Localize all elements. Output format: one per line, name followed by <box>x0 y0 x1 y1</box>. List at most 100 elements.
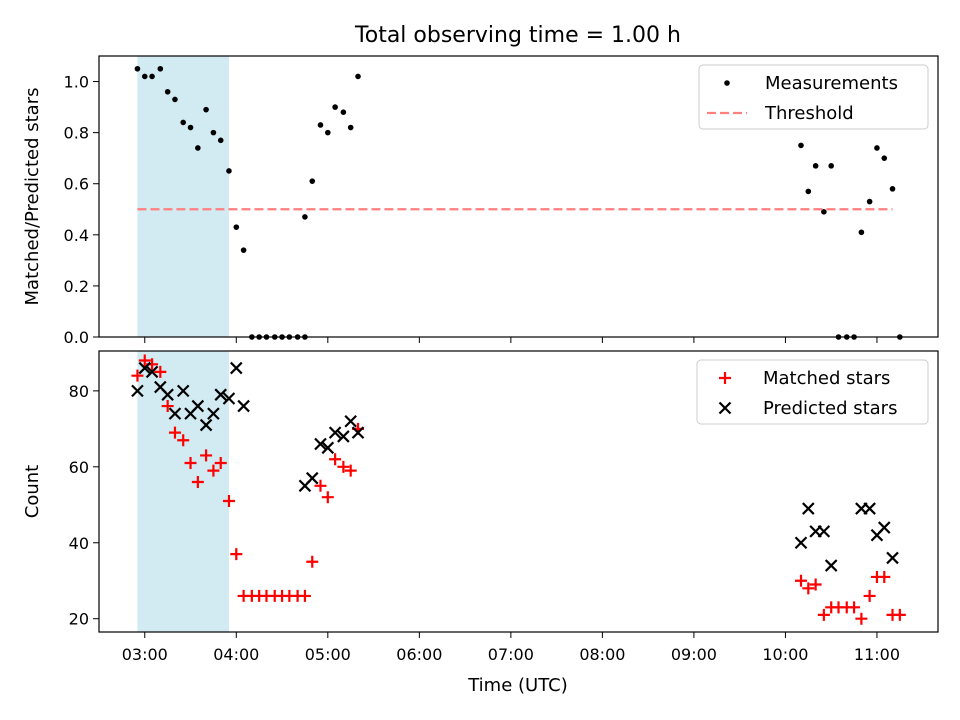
data-point <box>154 365 167 378</box>
x-tick-label: 08:00 <box>579 645 625 664</box>
data-point <box>351 426 365 439</box>
legend-box <box>698 64 929 130</box>
data-point <box>222 392 236 405</box>
data-point <box>199 418 213 432</box>
data-point <box>176 384 190 398</box>
legend-box <box>696 359 929 425</box>
data-point <box>168 407 182 420</box>
x-axis-label: Time (UTC) <box>467 675 568 696</box>
data-point <box>184 457 197 470</box>
x-tick-label: 06:00 <box>396 645 442 664</box>
panel-ratio: 0.0 0.2 0.4 0.6 0.8 1.0 Matched/Predicted star… <box>22 55 939 347</box>
y-tick-label: 40 <box>69 534 89 553</box>
data-point <box>821 209 827 215</box>
data-point <box>344 464 357 477</box>
y-axis-label: Matched/Predicted stars <box>22 88 43 306</box>
data-point <box>161 400 174 413</box>
data-point <box>828 163 834 169</box>
panel-count: 20 40 60 80 03:00 04:00 05:00 06:00 07:00 08:00 09… <box>22 350 939 664</box>
data-point <box>226 168 232 174</box>
data-point <box>214 457 227 470</box>
data-point <box>858 229 865 236</box>
data-point <box>817 525 831 538</box>
y-tick-label: 0.4 <box>64 226 89 245</box>
data-point <box>207 464 220 477</box>
y-tick-label: 0.8 <box>64 124 89 143</box>
data-point <box>848 601 861 614</box>
y-axis-label: Count <box>22 465 43 518</box>
data-point <box>131 369 144 382</box>
data-point <box>134 65 141 72</box>
data-point <box>317 122 324 128</box>
data-point <box>222 494 235 507</box>
data-point <box>321 441 335 455</box>
data-point <box>802 582 815 595</box>
y-tick-label: 0.2 <box>64 277 89 296</box>
data-point <box>893 608 906 621</box>
x-tick-label: 11:00 <box>854 645 900 664</box>
data-point <box>230 548 243 561</box>
data-point <box>302 214 308 220</box>
data-point <box>240 247 247 253</box>
data-point <box>881 155 888 161</box>
legend-swatch <box>718 401 732 415</box>
data-point <box>210 129 217 136</box>
data-point <box>805 188 812 195</box>
legend-label: Threshold <box>764 103 854 124</box>
legend-swatch <box>724 80 730 86</box>
x-tick-label: 05:00 <box>305 645 351 664</box>
legend-label: Measurements <box>765 73 898 94</box>
data-point <box>306 555 319 568</box>
data-point <box>824 559 838 572</box>
data-point <box>321 491 334 504</box>
data-point <box>812 163 819 169</box>
data-point <box>207 407 220 420</box>
data-point <box>347 124 354 131</box>
data-point <box>344 414 357 428</box>
x-tick-label: 03:00 <box>122 645 168 664</box>
data-point <box>172 96 178 103</box>
data-point <box>802 502 815 515</box>
data-point <box>131 384 144 398</box>
data-point <box>855 612 868 625</box>
data-point <box>863 502 876 515</box>
data-point <box>217 137 224 144</box>
data-point <box>203 106 209 113</box>
legend-swatch <box>719 372 731 384</box>
data-point <box>161 388 174 401</box>
data-point <box>874 145 880 151</box>
axes-frame <box>98 55 939 338</box>
data-point <box>809 578 822 591</box>
data-point <box>180 119 187 126</box>
data-point <box>886 551 899 565</box>
data-point <box>866 198 873 205</box>
data-point <box>340 109 347 115</box>
data-point <box>145 365 159 379</box>
data-point <box>325 129 331 136</box>
y-tick-label: 0.0 <box>64 328 89 347</box>
data-point <box>230 361 243 375</box>
data-point <box>794 536 808 550</box>
figure-title: Total observing time = 1.00 h <box>354 23 681 48</box>
data-point <box>177 434 190 447</box>
data-point <box>168 426 181 439</box>
data-point <box>191 399 205 413</box>
data-point <box>149 73 155 80</box>
y-tick-label: 0.6 <box>64 175 89 194</box>
data-point <box>817 608 830 621</box>
x-tick-label: 07:00 <box>488 645 534 664</box>
data-point <box>328 426 342 439</box>
data-point <box>332 104 338 110</box>
axes-frame <box>98 350 939 633</box>
data-point <box>233 224 240 230</box>
data-point <box>337 460 350 473</box>
y-tick-label: 80 <box>69 382 89 401</box>
data-point <box>794 574 807 587</box>
shaded-region <box>137 56 229 337</box>
data-point <box>355 73 361 80</box>
data-point <box>141 73 148 80</box>
data-point <box>200 449 213 462</box>
data-point <box>314 437 327 451</box>
data-point <box>298 589 311 602</box>
data-point <box>877 521 891 534</box>
